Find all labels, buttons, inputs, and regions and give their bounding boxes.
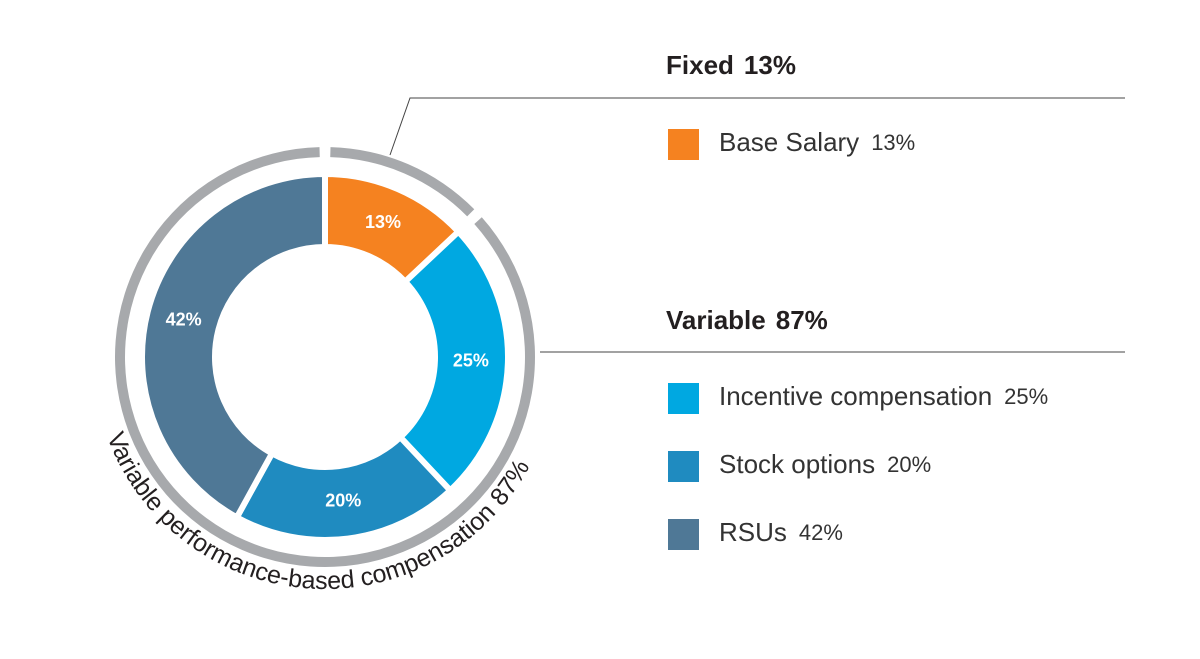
legend-entry: Stock options 20% (719, 449, 931, 479)
slice-label: 20% (325, 491, 361, 511)
slice-label: 25% (453, 350, 489, 370)
legend-value: 25% (1004, 384, 1048, 409)
group-heading: Variable 87% (666, 305, 828, 335)
legend-swatch (668, 451, 699, 482)
slice-label: 13% (365, 212, 401, 232)
leader-line (389, 97, 1125, 156)
legend-entry: RSUs 42% (719, 517, 843, 547)
legend-entry: Base Salary 13% (719, 127, 915, 157)
slice (139, 170, 328, 522)
group-heading: Fixed 13% (666, 50, 796, 80)
group-name: Fixed (666, 50, 734, 80)
group-value: 87% (776, 305, 828, 335)
legend-value: 20% (887, 452, 931, 477)
legend-name: Stock options (719, 449, 875, 479)
legend-swatch (668, 383, 699, 414)
legend-swatch (668, 129, 699, 160)
slice (232, 432, 455, 543)
legend-value: 13% (871, 130, 915, 155)
slice (396, 227, 511, 495)
legend-value: 42% (799, 520, 843, 545)
group-ring (330, 147, 475, 217)
legend-entry: Incentive compensation 25% (719, 381, 1048, 411)
group-name: Variable (666, 305, 766, 335)
group-value: 13% (744, 50, 796, 80)
legend-name: RSUs (719, 517, 787, 547)
slice-label: 42% (166, 309, 202, 329)
legend-swatch (668, 519, 699, 550)
legend-name: Incentive compensation (719, 381, 992, 411)
legend-name: Base Salary (719, 127, 859, 157)
